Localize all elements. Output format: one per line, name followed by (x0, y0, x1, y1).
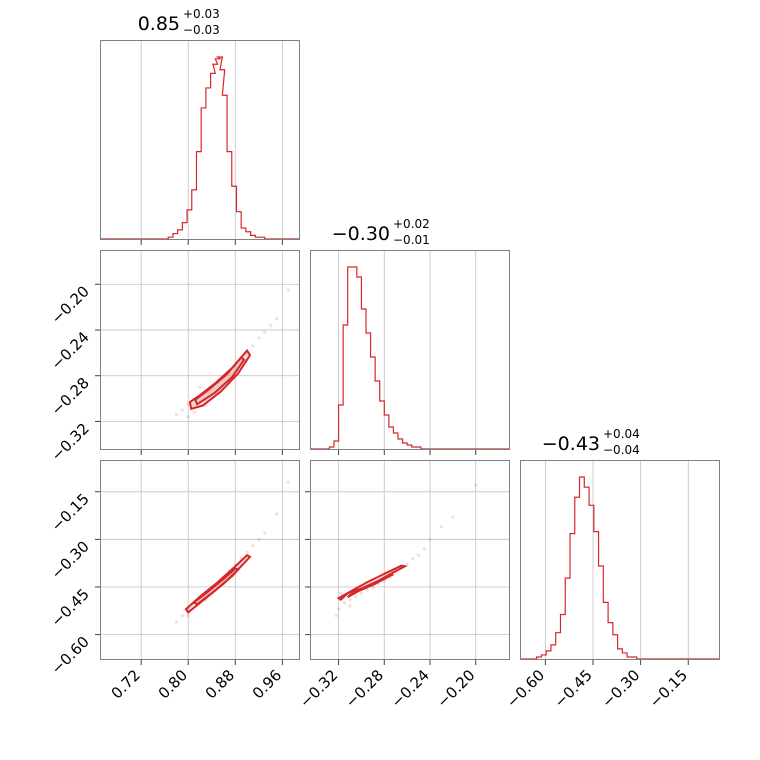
scatter-point (416, 553, 421, 557)
histogram-2 (520, 476, 720, 660)
scatter-point (411, 556, 415, 561)
y-tick-label: −0.32 (48, 420, 93, 465)
panel-frame (100, 40, 300, 240)
scatter-point (174, 620, 179, 624)
x-tick-label: −0.28 (342, 666, 387, 711)
panel-2-2 (520, 460, 720, 665)
x-tick-label: 0.80 (155, 666, 191, 702)
scatter-point (342, 601, 346, 605)
histogram-1 (310, 266, 510, 450)
x-tick-label: 0.88 (202, 666, 238, 702)
plot-area (100, 56, 300, 240)
scatter-point (405, 563, 409, 567)
contour-fill (194, 568, 239, 605)
panel-0-0 (100, 40, 300, 245)
scatter-point (339, 591, 343, 595)
scatter-point (192, 410, 196, 414)
y-tick-label: −0.30 (48, 537, 93, 582)
scatter-point (286, 480, 290, 484)
contour-line (194, 356, 246, 406)
panel-frame (100, 460, 300, 660)
scatter-point (263, 330, 267, 334)
param-title-value: −0.43 (542, 433, 600, 455)
x-tick-label: −0.32 (296, 666, 341, 711)
x-tick-label: −0.45 (551, 666, 596, 711)
x-tick-label: −0.30 (598, 666, 643, 711)
param-title-minus: −0.04 (603, 443, 640, 457)
panel-1-0 (95, 250, 300, 455)
contour-line (336, 564, 408, 601)
scatter-point (348, 604, 352, 608)
scatter-point (263, 531, 267, 535)
scatter-point (336, 607, 341, 611)
scatter-point (334, 613, 338, 618)
param-title-plus: +0.03 (183, 7, 220, 21)
plot-area (520, 476, 720, 660)
scatter-point (186, 613, 190, 618)
scatter-point (359, 591, 364, 595)
scatter-point (428, 537, 432, 541)
scatter-point (180, 408, 184, 412)
panel-frame (310, 460, 510, 660)
x-tick-label: −0.20 (433, 666, 478, 711)
scatter-point (251, 544, 255, 548)
param-title-minus: −0.01 (393, 233, 430, 247)
scatter-point (174, 412, 179, 417)
x-tick-label: 0.96 (249, 666, 285, 702)
y-tick-label: −0.60 (48, 633, 93, 678)
panel-frame (100, 250, 300, 450)
scatter-point (198, 385, 202, 389)
param-title-plus: +0.04 (603, 427, 640, 441)
scatter-point (474, 483, 478, 487)
panel-2-1 (305, 460, 510, 665)
scatter-point (251, 344, 255, 348)
y-tick-label: −0.20 (48, 282, 93, 327)
plot-area (310, 266, 510, 450)
y-tick-label: −0.45 (48, 585, 93, 630)
param-title-value: 0.85 (138, 13, 180, 35)
y-tick-label: −0.15 (48, 490, 93, 535)
scatter-point (365, 588, 369, 592)
scatter-point (274, 512, 279, 516)
panel-frame (310, 250, 510, 450)
panel-frame (520, 460, 720, 660)
x-tick-label: −0.15 (646, 666, 691, 711)
scatter-point (257, 537, 261, 541)
scatter-point (354, 594, 358, 599)
scatter-point (268, 323, 273, 328)
scatter-point (186, 415, 190, 419)
param-title-value: −0.30 (332, 223, 390, 245)
scatter-point (257, 336, 261, 340)
x-tick-label: −0.24 (388, 666, 433, 711)
scatter-point (439, 525, 444, 529)
scatter-point (245, 550, 249, 554)
x-tick-label: 0.72 (108, 666, 144, 702)
scatter-point (274, 316, 279, 321)
plot-area (174, 480, 290, 624)
scatter-point (180, 613, 184, 618)
y-tick-label: −0.24 (48, 328, 93, 373)
scatter-point (186, 402, 190, 406)
param-title-minus: −0.03 (183, 23, 220, 37)
contour-line (347, 573, 394, 599)
histogram-0 (100, 56, 300, 240)
plot-area (174, 288, 290, 419)
param-title-plus: +0.02 (393, 217, 430, 231)
scatter-point (451, 515, 455, 519)
scatter-point (348, 598, 352, 602)
x-tick-label: −0.60 (503, 666, 548, 711)
panel-1-1 (310, 250, 510, 455)
contour-line (192, 567, 241, 606)
plot-area (334, 483, 478, 618)
panel-2-0 (95, 460, 300, 665)
y-tick-label: −0.28 (48, 374, 93, 419)
scatter-point (422, 547, 426, 551)
scatter-point (286, 288, 290, 292)
